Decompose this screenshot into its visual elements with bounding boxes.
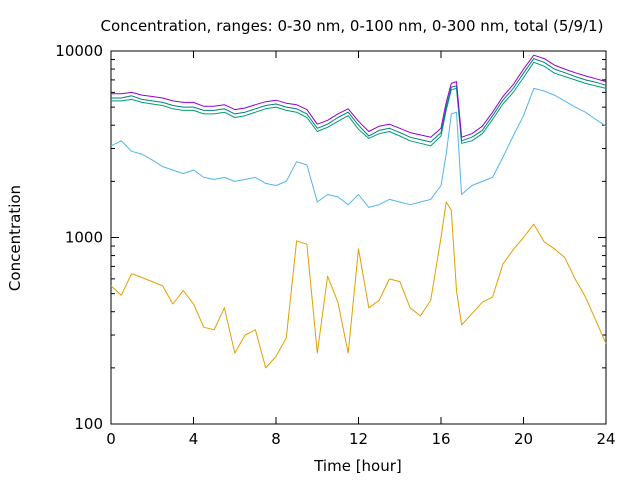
y-tick-label: 100 bbox=[74, 415, 103, 433]
y-axis: 100 1000 10000 bbox=[55, 42, 606, 433]
x-tick-label: 16 bbox=[431, 430, 450, 448]
x-tick-label: 0 bbox=[106, 430, 116, 448]
series-line-1 bbox=[110, 201, 607, 369]
y-tick-label: 1000 bbox=[65, 229, 103, 247]
series-group bbox=[110, 54, 607, 369]
y-tick-label: 10000 bbox=[55, 42, 103, 60]
x-tick-label: 12 bbox=[349, 430, 368, 448]
series-line-4 bbox=[111, 58, 607, 143]
x-tick-label: 4 bbox=[189, 430, 199, 448]
x-tick-label: 8 bbox=[271, 430, 281, 448]
x-axis: 0 4 8 12 16 20 24 bbox=[106, 51, 616, 448]
x-tick-label: 20 bbox=[514, 430, 533, 448]
y-axis-label: Concentration bbox=[6, 185, 24, 291]
series-line-2 bbox=[110, 87, 607, 208]
series-line-3 bbox=[111, 61, 607, 147]
x-tick-label: 24 bbox=[596, 430, 615, 448]
chart-title: Concentration, ranges: 0-30 nm, 0-100 nm… bbox=[101, 17, 604, 35]
series-line-5 bbox=[111, 54, 607, 138]
x-axis-label: Time [hour] bbox=[313, 457, 402, 475]
